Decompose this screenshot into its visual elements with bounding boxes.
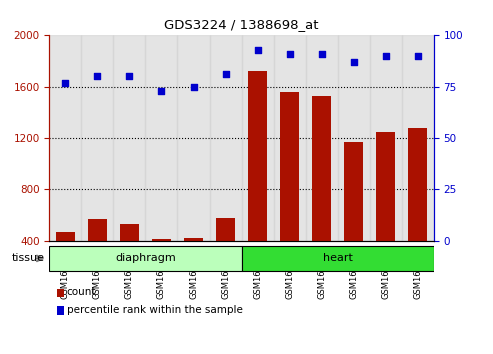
Bar — [280, 92, 299, 292]
Bar — [306, 35, 338, 241]
Text: tissue: tissue — [11, 253, 44, 263]
Bar — [370, 35, 402, 241]
Bar — [81, 35, 113, 241]
Bar — [376, 132, 395, 292]
Bar — [344, 142, 363, 292]
Text: diaphragm: diaphragm — [115, 253, 176, 263]
Point — [253, 47, 261, 53]
Bar — [248, 71, 267, 292]
Bar — [338, 35, 370, 241]
Bar — [216, 218, 235, 292]
Point — [414, 53, 422, 59]
Bar — [184, 238, 203, 292]
Bar — [56, 232, 75, 292]
Bar — [210, 35, 242, 241]
Point — [125, 74, 133, 79]
Bar — [242, 35, 274, 241]
Bar — [312, 96, 331, 292]
Point — [221, 72, 229, 77]
Bar — [49, 35, 81, 241]
Point — [350, 59, 357, 65]
Bar — [152, 239, 171, 292]
Point — [189, 84, 197, 90]
FancyBboxPatch shape — [49, 246, 242, 271]
Bar — [88, 219, 107, 292]
Point — [157, 88, 165, 94]
Text: heart: heart — [323, 253, 352, 263]
Bar — [402, 35, 434, 241]
Point — [382, 53, 389, 59]
Text: count: count — [67, 287, 96, 297]
Bar — [145, 35, 177, 241]
Bar — [113, 35, 145, 241]
Bar — [120, 224, 139, 292]
Text: percentile rank within the sample: percentile rank within the sample — [67, 305, 243, 315]
Bar — [274, 35, 306, 241]
Bar — [408, 128, 427, 292]
FancyBboxPatch shape — [242, 246, 434, 271]
Point — [317, 51, 325, 57]
Point — [286, 51, 294, 57]
Point — [61, 80, 69, 85]
Point — [94, 74, 102, 79]
Bar — [177, 35, 210, 241]
Text: GDS3224 / 1388698_at: GDS3224 / 1388698_at — [164, 18, 319, 31]
